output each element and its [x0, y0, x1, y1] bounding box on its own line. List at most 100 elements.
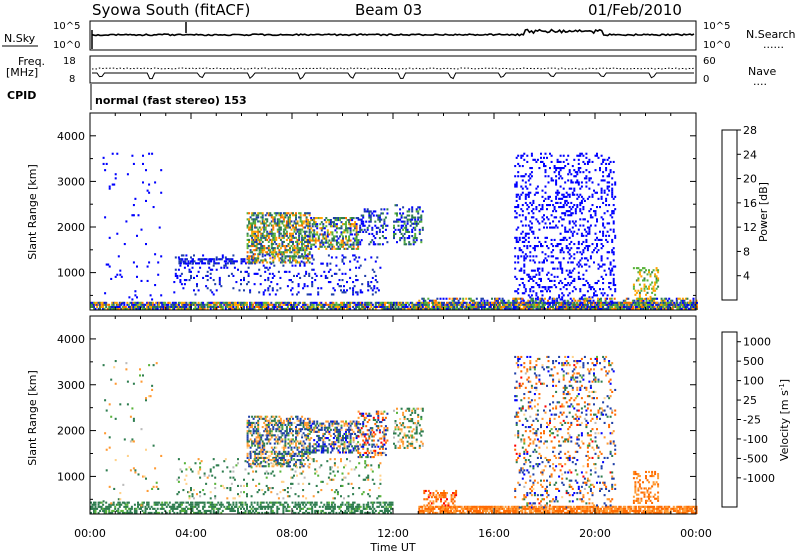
echo-cell	[305, 245, 308, 248]
echo-cell	[319, 217, 322, 220]
echo-cell	[223, 266, 226, 269]
echo-cell	[518, 165, 521, 168]
echo-cell	[363, 228, 366, 231]
echo-cell	[160, 191, 163, 194]
echo-cell	[614, 284, 617, 287]
echo-cell	[497, 297, 499, 300]
echo-cell	[129, 511, 132, 514]
echo-cell	[207, 260, 210, 263]
echo-cell	[367, 289, 370, 292]
echo-cell	[272, 232, 275, 235]
echo-cell	[299, 216, 302, 219]
echo-cell	[314, 233, 317, 236]
echo-cell	[411, 216, 414, 219]
echo-cell	[516, 297, 519, 300]
echo-cell	[233, 303, 236, 306]
echo-cell	[232, 287, 235, 290]
echo-cell	[279, 501, 282, 504]
echo-cell	[108, 507, 111, 510]
echo-cell	[399, 307, 402, 310]
echo-cell	[264, 307, 267, 310]
echo-cell	[258, 243, 261, 246]
echo-cell	[550, 179, 553, 182]
echo-cell	[378, 214, 381, 217]
echo-cell	[221, 256, 224, 259]
echo-cell	[570, 305, 573, 308]
echo-cell	[248, 218, 251, 221]
echo-cell	[415, 220, 418, 223]
echo-cell	[206, 279, 209, 282]
echo-cell	[287, 212, 290, 215]
echo-cell	[281, 222, 284, 225]
echo-cell	[262, 301, 265, 304]
echo-cell	[515, 183, 518, 186]
echo-cell	[400, 232, 403, 235]
echo-cell	[471, 301, 474, 304]
echo-cell	[527, 301, 530, 304]
echo-cell	[362, 216, 365, 219]
echo-cell	[203, 503, 206, 506]
echo-cell	[523, 245, 526, 248]
echo-cell	[288, 303, 291, 306]
echo-cell	[546, 216, 548, 219]
echo-cell	[240, 503, 242, 506]
echo-cell	[436, 301, 439, 304]
echo-cell	[340, 225, 343, 228]
echo-cell	[311, 262, 314, 265]
echo-cell	[298, 249, 301, 252]
echo-cell	[618, 307, 621, 310]
echo-cell	[606, 240, 609, 243]
echo-cell	[308, 235, 311, 238]
echo-cell	[209, 307, 212, 310]
echo-cell	[571, 232, 574, 235]
echo-cell	[259, 507, 262, 510]
echo-cell	[324, 301, 327, 304]
echo-cell	[308, 274, 311, 277]
echo-cell	[608, 222, 611, 225]
echo-cell	[152, 206, 155, 209]
echo-cell	[191, 505, 194, 508]
echo-cell	[331, 239, 334, 242]
echo-cell	[240, 260, 243, 263]
echo-cell	[602, 301, 605, 304]
echo-cell	[97, 503, 100, 506]
echo-cell	[271, 276, 274, 279]
echo-cell	[357, 241, 360, 244]
echo-cell	[434, 299, 437, 302]
echo-cell	[107, 263, 110, 266]
echo-cell	[191, 501, 194, 504]
echo-cell	[287, 222, 290, 225]
echo-cell	[580, 181, 583, 184]
echo-cell	[112, 303, 115, 306]
echo-cell	[650, 303, 653, 306]
echo-cell	[327, 305, 330, 308]
echo-cell	[144, 307, 147, 310]
echo-cell	[524, 173, 527, 176]
echo-cell	[602, 201, 605, 204]
echo-cell	[541, 208, 544, 211]
echo-cell	[588, 210, 591, 213]
echo-cell	[103, 303, 106, 306]
echo-cell	[293, 247, 296, 250]
echo-cell	[278, 224, 281, 227]
echo-cell	[585, 177, 588, 180]
echo-cell	[352, 243, 355, 246]
echo-cell	[259, 503, 262, 506]
echo-cell	[293, 251, 296, 254]
echo-cell	[670, 301, 673, 304]
echo-cell	[289, 218, 291, 221]
echo-cell	[543, 214, 545, 217]
echo-cell	[150, 301, 153, 304]
echo-cell	[227, 303, 230, 306]
echo-cell	[374, 305, 377, 308]
echo-cell	[153, 501, 156, 504]
echo-cell	[405, 243, 408, 246]
echo-cell	[573, 277, 576, 280]
echo-cell	[544, 288, 547, 291]
echo-cell	[602, 222, 605, 225]
echo-cell	[102, 509, 105, 512]
echo-cell	[552, 255, 555, 258]
echo-cell	[145, 199, 147, 202]
echo-cell	[472, 305, 475, 308]
echo-cell	[346, 219, 349, 222]
